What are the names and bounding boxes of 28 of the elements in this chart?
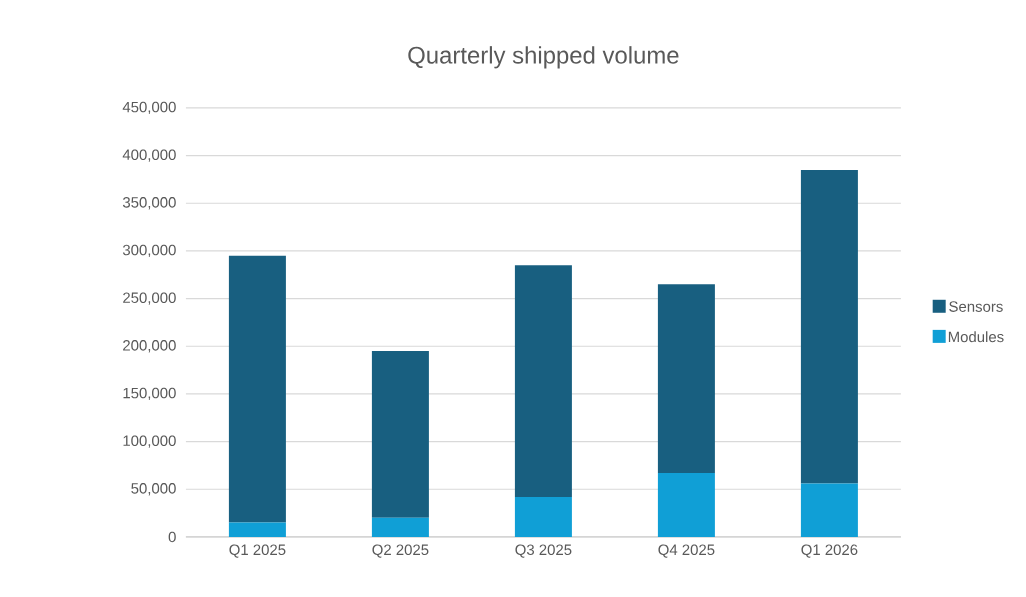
bar (228, 255, 286, 523)
y-tick-label: 400,000 (122, 149, 176, 162)
y-tick-label: 450,000 (122, 101, 176, 115)
x-tick-label: Q1 2026 (801, 544, 858, 558)
y-tick-label: 350,000 (122, 197, 176, 210)
bar (514, 496, 572, 537)
y-tick-label: 100,000 (123, 435, 176, 448)
y-tick-label: 250,000 (123, 292, 176, 305)
x-tick-label: Q1 2025 (229, 544, 286, 558)
bar (657, 284, 715, 474)
bar (657, 473, 715, 537)
y-tick-label: 50,000 (131, 483, 176, 496)
x-tick-label: Q3 2025 (515, 544, 572, 558)
bar (371, 517, 429, 537)
bar (514, 265, 572, 497)
chart-title: Quarterly shipped volume (408, 46, 679, 69)
bar (800, 169, 858, 484)
bar (228, 522, 286, 537)
x-tick-label: Q2 2025 (372, 544, 429, 558)
legend-label: Sensors (949, 301, 1003, 312)
bar (800, 483, 858, 537)
y-tick-label: 200,000 (123, 340, 176, 353)
bar (371, 351, 429, 518)
y-tick-label: 0 (168, 531, 176, 543)
y-tick-label: 300,000 (122, 244, 176, 258)
x-tick-label: Q4 2025 (658, 544, 715, 558)
y-tick-label: 150,000 (123, 387, 176, 401)
legend-label: Modules (948, 331, 1004, 343)
